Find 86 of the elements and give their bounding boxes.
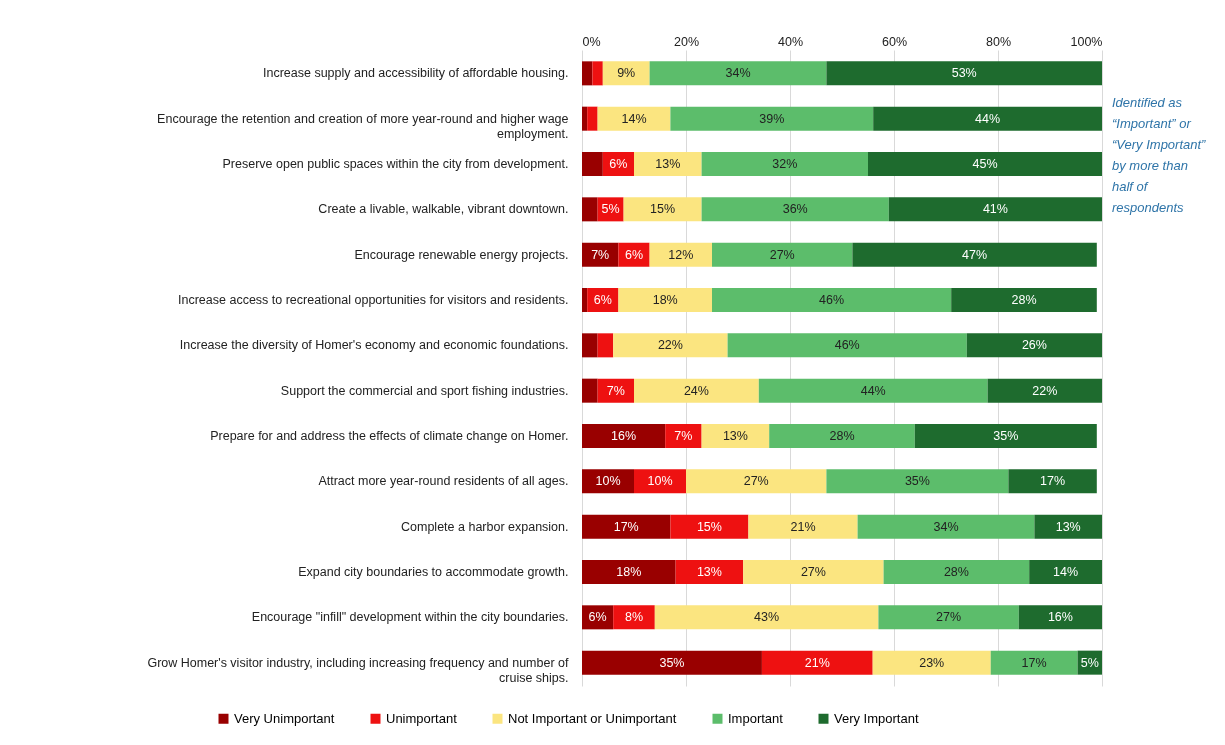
y-tick-label: Encourage "infill" development within the city boundaries. <box>251 610 569 625</box>
data-label: 34% <box>933 519 959 534</box>
data-label: 34% <box>725 66 751 81</box>
data-label: 13% <box>655 157 681 172</box>
y-tick-label: Attract more year-round residents of all ages. <box>318 474 569 489</box>
data-label: 6% <box>624 247 644 262</box>
data-label: 13% <box>722 429 748 443</box>
y-tick-label: Encourage the retention and creation of more year-round and higher wage employment. <box>157 111 569 141</box>
data-label: 17% <box>613 519 639 534</box>
data-label: 35% <box>993 429 1019 443</box>
data-label: 22% <box>657 338 683 353</box>
data-label: 26% <box>1021 338 1047 353</box>
x-tick-label: 60% <box>881 34 908 49</box>
data-label: 39% <box>759 111 785 126</box>
data-label: 18% <box>616 564 642 579</box>
data-label: 27% <box>936 610 962 625</box>
data-label: 5% <box>1080 655 1099 670</box>
y-tick-label: Expand city boundaries to accommodate growth. <box>298 564 569 579</box>
data-label: 16% <box>611 429 637 443</box>
data-label: 36% <box>782 202 808 217</box>
x-tick-label: 100% <box>1070 34 1103 49</box>
data-label: 35% <box>904 474 930 489</box>
data-label: 27% <box>800 564 826 579</box>
data-label: 6% <box>609 157 628 172</box>
data-label: 7% <box>591 247 610 262</box>
legend-label: Important <box>728 710 784 726</box>
data-label: 15% <box>650 202 676 217</box>
data-label: 28% <box>943 564 969 579</box>
data-label: 35% <box>659 655 685 670</box>
data-label: 53% <box>951 66 977 81</box>
data-label: 7% <box>674 429 693 443</box>
data-label: 10% <box>647 474 673 489</box>
data-label: 27% <box>743 474 769 489</box>
x-tick-label: 20% <box>673 34 700 49</box>
data-label: 14% <box>1053 564 1079 579</box>
data-label: 13% <box>1055 519 1081 534</box>
legend-label: Not Important or Unimportant <box>508 710 677 726</box>
data-label: 21% <box>790 519 816 534</box>
data-label: 22% <box>1032 383 1058 398</box>
y-tick-label: Create a livable, walkable, vibrant downtown. <box>318 202 569 217</box>
data-label: 27% <box>769 247 795 262</box>
x-tick-label: 0% <box>582 34 601 49</box>
data-label: 12% <box>668 247 694 262</box>
data-label: 17% <box>1040 474 1066 489</box>
y-tick-label: Preserve open public spaces within the city from development. <box>222 157 569 172</box>
data-label: 15% <box>696 519 722 534</box>
data-label: 9% <box>617 66 636 81</box>
legend-label: Very Unimportant <box>234 710 335 726</box>
data-label: 8% <box>624 610 644 625</box>
y-tick-label: Support the commercial and sport fishing industries. <box>280 383 569 398</box>
y-tick-label: Increase supply and accessibility of affordable housing. <box>262 66 569 81</box>
y-tick-label: Encourage renewable energy projects. <box>354 247 569 262</box>
y-tick-label: Prepare for and address the effects of climate change on Homer. <box>210 429 569 443</box>
data-label: 46% <box>834 338 860 353</box>
data-label: 47% <box>962 247 988 262</box>
y-tick-label: Increase access to recreational opportunities for visitors and residents. <box>178 293 569 307</box>
data-label: 46% <box>819 293 845 307</box>
text: Identified as “Important” or “Very Important” by more than half of respondents <box>1112 94 1207 217</box>
y-tick-label: Grow Homer's visitor industry, including increasing frequency and number of cruise ships. <box>147 655 570 685</box>
data-label: 21% <box>804 655 830 670</box>
data-label: 13% <box>696 564 722 579</box>
data-label: 7% <box>606 383 625 398</box>
data-label: 17% <box>1021 655 1047 670</box>
data-label: 28% <box>1011 293 1037 307</box>
data-label: 43% <box>754 610 780 625</box>
data-label: 6% <box>593 293 612 307</box>
data-label: 23% <box>919 655 945 670</box>
data-label: 5% <box>601 202 620 217</box>
x-tick-label: 40% <box>777 34 804 49</box>
legend-label: Very Important <box>834 710 919 726</box>
data-label: 14% <box>621 111 647 126</box>
data-label: 18% <box>652 293 678 307</box>
data-label: 6% <box>588 610 607 625</box>
data-label: 45% <box>972 157 998 172</box>
x-tick-label: 80% <box>985 34 1012 49</box>
data-label: 28% <box>829 429 855 443</box>
data-label: 41% <box>982 202 1008 217</box>
legend-label: Unimportant <box>386 710 458 726</box>
data-label: 44% <box>975 111 1001 126</box>
data-label: 24% <box>683 383 709 398</box>
data-label: 44% <box>860 383 886 398</box>
data-label: 16% <box>1047 610 1073 625</box>
data-label: 10% <box>595 474 621 489</box>
y-tick-label: Increase the diversity of Homer's economy and economic foundations. <box>179 338 569 353</box>
data-label: 32% <box>772 157 798 172</box>
y-tick-label: Complete a harbor expansion. <box>401 519 569 534</box>
